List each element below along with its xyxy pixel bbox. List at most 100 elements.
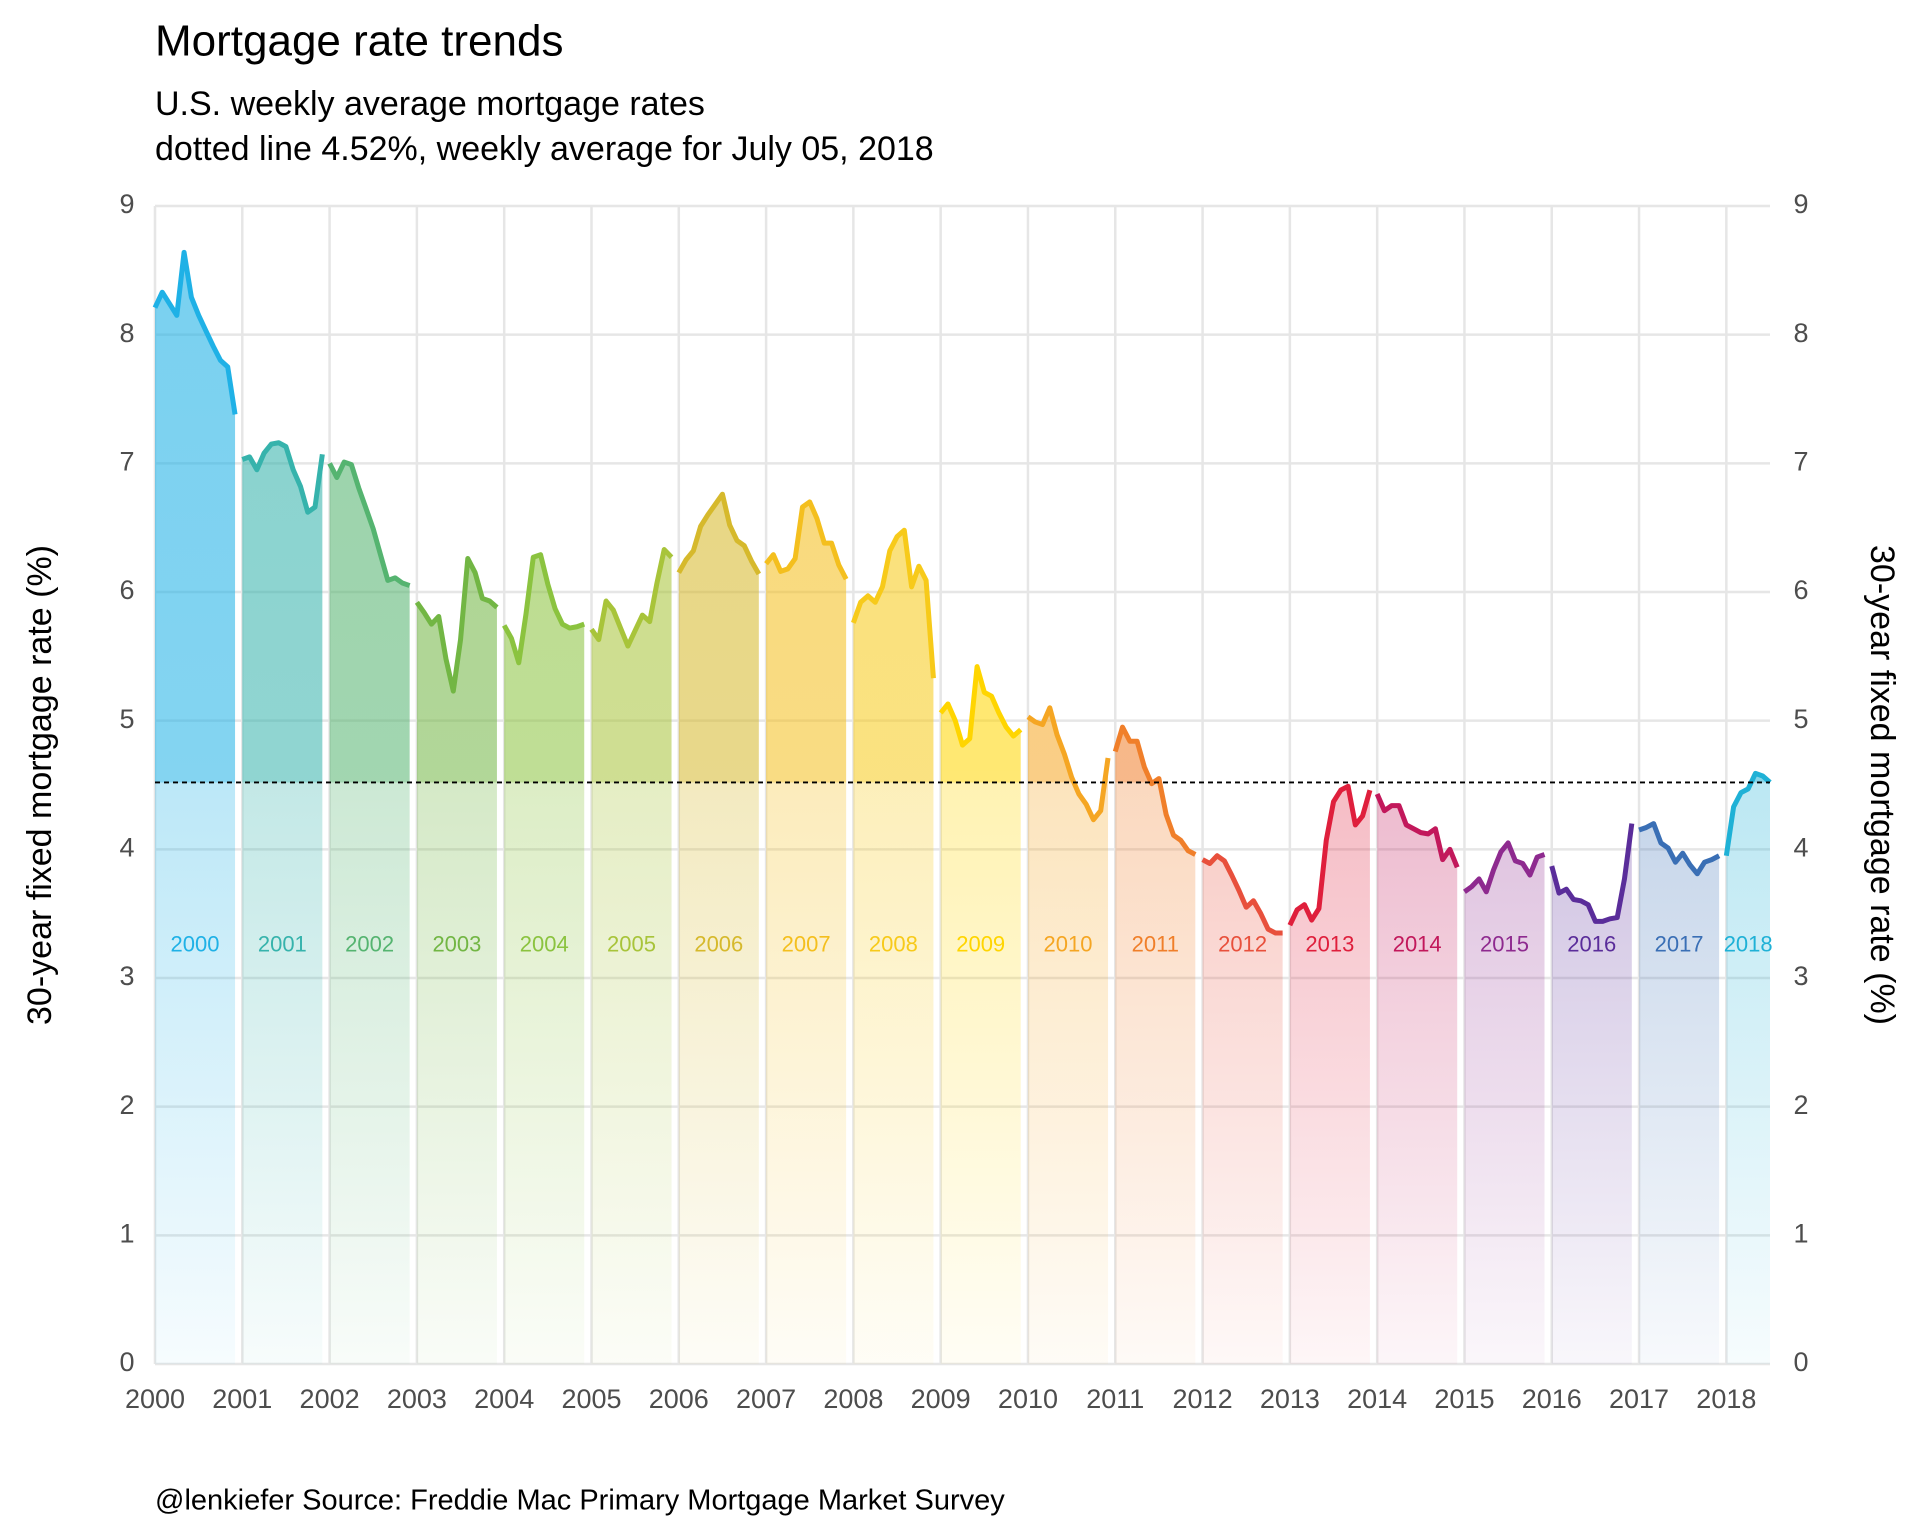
line <box>1201 853 1283 936</box>
y2-tick-label: 0 <box>1793 1347 1808 1377</box>
line <box>327 459 411 588</box>
x-tick-label: 2001 <box>212 1384 272 1414</box>
chart-subtitle: U.S. weekly average mortgage rates <box>155 85 705 123</box>
x-tick-label: 2002 <box>300 1384 360 1414</box>
series-label: 2018 <box>1724 932 1773 957</box>
x-tick-label: 2016 <box>1522 1384 1582 1414</box>
series-label: 2003 <box>432 932 481 957</box>
area <box>1202 855 1283 1364</box>
series-label: 2015 <box>1480 932 1529 957</box>
line <box>676 491 762 576</box>
series-label: 2017 <box>1655 932 1704 957</box>
series-label: 2005 <box>607 932 656 957</box>
line <box>1723 770 1772 857</box>
y2-tick-label: 2 <box>1793 1090 1808 1120</box>
caption: @lenkiefer Source: Freddie Mac Primary M… <box>155 1485 1005 1517</box>
area <box>1027 707 1109 1364</box>
area <box>853 530 934 1364</box>
y2-tick-label: 9 <box>1793 189 1808 219</box>
x-tick-label: 2008 <box>823 1384 883 1414</box>
line <box>1287 783 1373 927</box>
area <box>155 252 236 1364</box>
x-tick-label: 2014 <box>1347 1384 1407 1414</box>
y2-tick-label: 6 <box>1793 575 1808 605</box>
x-tick-label: 2009 <box>911 1384 971 1414</box>
x-tick-label: 2005 <box>561 1384 621 1414</box>
line <box>851 527 936 679</box>
x-tick-label: 2006 <box>649 1384 709 1414</box>
line <box>1549 823 1635 924</box>
y-tick-label: 9 <box>119 189 134 219</box>
y-tick-label: 3 <box>119 961 134 991</box>
line <box>1374 793 1460 869</box>
line <box>414 556 499 694</box>
y-tick-label: 2 <box>119 1090 134 1120</box>
y-tick-label: 1 <box>119 1218 134 1248</box>
series-label: 2007 <box>782 932 831 957</box>
line <box>589 547 674 649</box>
series-label: 2004 <box>520 932 569 957</box>
x-tick-label: 2000 <box>125 1384 185 1414</box>
x-tick-label: 2017 <box>1609 1384 1669 1414</box>
area <box>504 554 585 1364</box>
x-tick-label: 2018 <box>1696 1384 1756 1414</box>
area <box>242 442 323 1364</box>
area <box>1464 842 1545 1364</box>
series-label: 2016 <box>1567 932 1616 957</box>
area <box>1551 823 1632 1364</box>
y-tick-label: 5 <box>119 704 134 734</box>
line <box>1638 821 1721 877</box>
chart-subtitle: dotted line 4.52%, weekly average for Ju… <box>155 130 934 168</box>
area <box>1726 773 1770 1364</box>
x-tick-label: 2012 <box>1173 1384 1233 1414</box>
series-label: 2009 <box>956 932 1005 957</box>
area <box>1289 786 1370 1364</box>
line <box>1463 840 1546 895</box>
line <box>1026 705 1111 823</box>
y-tick-label: 7 <box>119 446 134 476</box>
y-tick-label: 0 <box>119 1347 134 1377</box>
area <box>416 558 497 1364</box>
y2-tick-label: 4 <box>1793 832 1808 862</box>
series-label: 2014 <box>1393 932 1442 957</box>
area <box>1115 727 1196 1364</box>
series-label: 2011 <box>1132 932 1179 957</box>
series-label: 2000 <box>171 932 220 957</box>
y-tick-label: 6 <box>119 575 134 605</box>
line <box>764 499 849 581</box>
x-tick-label: 2007 <box>736 1384 796 1414</box>
x-tick-label: 2004 <box>474 1384 534 1414</box>
y2-tick-label: 1 <box>1793 1218 1808 1248</box>
line <box>152 249 238 415</box>
x-tick-label: 2013 <box>1260 1384 1320 1414</box>
area <box>1639 823 1720 1364</box>
series-label: 2012 <box>1218 932 1267 957</box>
x-tick-label: 2015 <box>1434 1384 1494 1414</box>
line <box>502 552 586 666</box>
series-label: 2008 <box>869 932 918 957</box>
series-label: 2013 <box>1305 932 1354 957</box>
y2-tick-label: 3 <box>1793 961 1808 991</box>
y2-tick-label: 8 <box>1793 318 1808 348</box>
series-label: 2001 <box>258 932 307 957</box>
y-axis-title: 30-year fixed mortgage rate (%) <box>21 545 59 1025</box>
area <box>940 666 1021 1364</box>
y-tick-label: 4 <box>119 832 134 862</box>
series-label: 2006 <box>694 932 743 957</box>
y2-axis-title: 30-year fixed mortgage rate (%) <box>1863 545 1901 1025</box>
area <box>591 549 672 1364</box>
y2-tick-label: 5 <box>1793 704 1808 734</box>
area <box>766 501 847 1364</box>
area <box>678 494 759 1364</box>
y-tick-label: 8 <box>119 318 134 348</box>
chart-title: Mortgage rate trends <box>155 17 563 66</box>
area <box>1377 794 1458 1364</box>
series-label: 2010 <box>1044 932 1093 957</box>
x-tick-label: 2010 <box>998 1384 1058 1414</box>
line <box>1112 724 1197 857</box>
series-label: 2002 <box>345 932 394 957</box>
x-tick-label: 2003 <box>387 1384 447 1414</box>
area <box>329 462 410 1365</box>
y2-tick-label: 7 <box>1793 446 1808 476</box>
